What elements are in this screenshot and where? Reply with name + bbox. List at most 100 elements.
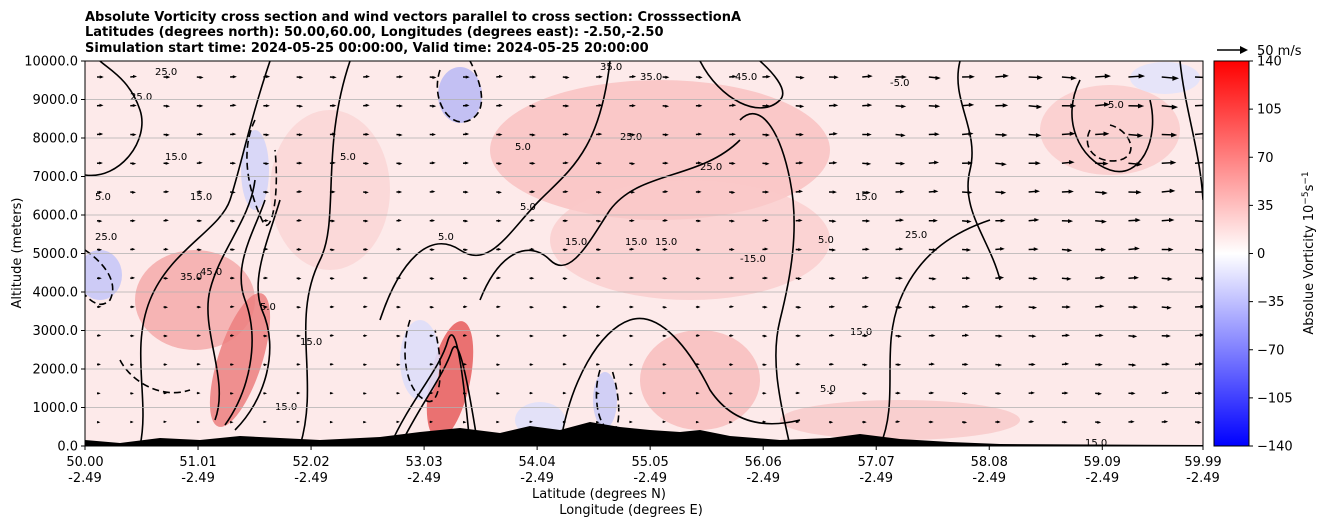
wind-vector [1128, 334, 1138, 339]
wind-vector [1028, 75, 1043, 80]
wind-vector [795, 420, 800, 424]
contour-label: 5.0 [95, 192, 111, 203]
wind-vector [196, 248, 202, 252]
contour-label: -15.0 [740, 254, 766, 265]
wind-vector [729, 305, 735, 309]
wind-vector [363, 74, 370, 79]
title-line-2: Latitudes (degrees north): 50.00,60.00, … [85, 25, 664, 40]
wind-vector [928, 160, 940, 165]
wind-vector [1194, 104, 1203, 107]
wind-vector [596, 392, 600, 395]
wind-vector [629, 104, 636, 108]
wind-vector [962, 420, 968, 424]
wind-vector [895, 305, 903, 309]
wind-vector [296, 391, 301, 395]
wind-vector [895, 420, 901, 424]
wind-vector [529, 363, 534, 366]
wind-vector [1095, 363, 1103, 367]
wind-vector [995, 73, 1009, 79]
wind-vector [629, 276, 635, 280]
contour-lines [85, 61, 1203, 446]
wind-vector [496, 363, 501, 367]
wind-vector [329, 219, 336, 223]
contour-label: 35.0 [640, 72, 662, 83]
wind-vector [1128, 363, 1137, 367]
contour-line [399, 345, 479, 446]
wind-vector [962, 248, 972, 252]
wind-vector [862, 363, 868, 367]
wind-vector [795, 104, 805, 109]
contour-label: 5.0 [820, 384, 836, 395]
wind-vector [562, 420, 567, 424]
wind-vector [629, 363, 634, 367]
wind-vector [828, 75, 839, 80]
wind-vector [662, 104, 670, 108]
wind-vector [296, 133, 303, 137]
wind-vector [96, 103, 104, 107]
contour-line [224, 199, 266, 426]
wind-vector [130, 162, 137, 166]
wind-vector [662, 363, 667, 366]
wind-vector [1161, 277, 1173, 281]
y-tick-label: 10000.0 [24, 55, 78, 70]
wind-vector [828, 161, 838, 165]
wind-vector [1028, 133, 1042, 138]
contour-line [234, 199, 281, 431]
wind-vector [130, 103, 137, 108]
wind-vector [962, 74, 975, 79]
wind-vector [1028, 276, 1038, 281]
wind-vector [962, 392, 968, 396]
wind-vector [96, 161, 103, 165]
wind-vector [429, 362, 434, 366]
wind-vector [762, 391, 767, 395]
wind-vector [828, 219, 837, 223]
wind-vector [895, 363, 902, 367]
wind-vector [928, 104, 941, 109]
x-tick-label-lat: 58.08 [971, 455, 1008, 470]
wind-vector [296, 305, 302, 309]
wind-vector [196, 104, 204, 108]
wind-vector [263, 219, 269, 223]
wind-vector [329, 104, 337, 108]
wind-vector [729, 190, 736, 194]
wind-vector [762, 190, 770, 194]
wind-vector [1061, 362, 1070, 366]
wind-vector [862, 392, 868, 395]
wind-vector [729, 103, 737, 107]
wind-vector [895, 334, 902, 338]
wind-vector [762, 334, 768, 338]
wind-vector [1128, 190, 1142, 195]
colorbar: 140 105 70 35 0 −35 −70 −105 −140 Absolue Vortic… [1213, 55, 1317, 455]
y-tick-label: 6000.0 [33, 209, 79, 224]
wind-vector [695, 305, 701, 309]
wind-vector [596, 248, 602, 252]
wind-vector [828, 190, 837, 194]
wind-vector [496, 420, 500, 424]
negative-contour-line [1086, 124, 1132, 162]
wind-vector [629, 305, 634, 309]
quiver-key: 50 m/s [1217, 44, 1302, 59]
wind-vector [1028, 305, 1038, 310]
wind-vector [396, 75, 404, 79]
wind-vector [828, 420, 834, 424]
wind-vector [363, 132, 370, 136]
wind-vector [1161, 75, 1180, 81]
wind-vector [695, 161, 702, 165]
y-tick-label: 8000.0 [33, 132, 79, 147]
wind-vector [130, 363, 135, 367]
wind-vector [895, 74, 907, 79]
contour-label: 15.0 [625, 237, 647, 248]
wind-vector [895, 189, 905, 194]
wind-vector [296, 277, 302, 280]
wind-vector [729, 132, 736, 136]
wind-vector [895, 133, 906, 138]
contour-label: 45.0 [735, 72, 757, 83]
wind-vector [762, 133, 770, 137]
chart-title: Absolute Vorticity cross section and win… [85, 10, 741, 56]
wind-vector [729, 74, 737, 79]
wind-vector [828, 305, 836, 309]
quiver-key-arrowhead [1240, 46, 1248, 54]
wind-vector [263, 305, 268, 309]
wind-vector [862, 74, 873, 79]
wind-vector [529, 247, 535, 251]
